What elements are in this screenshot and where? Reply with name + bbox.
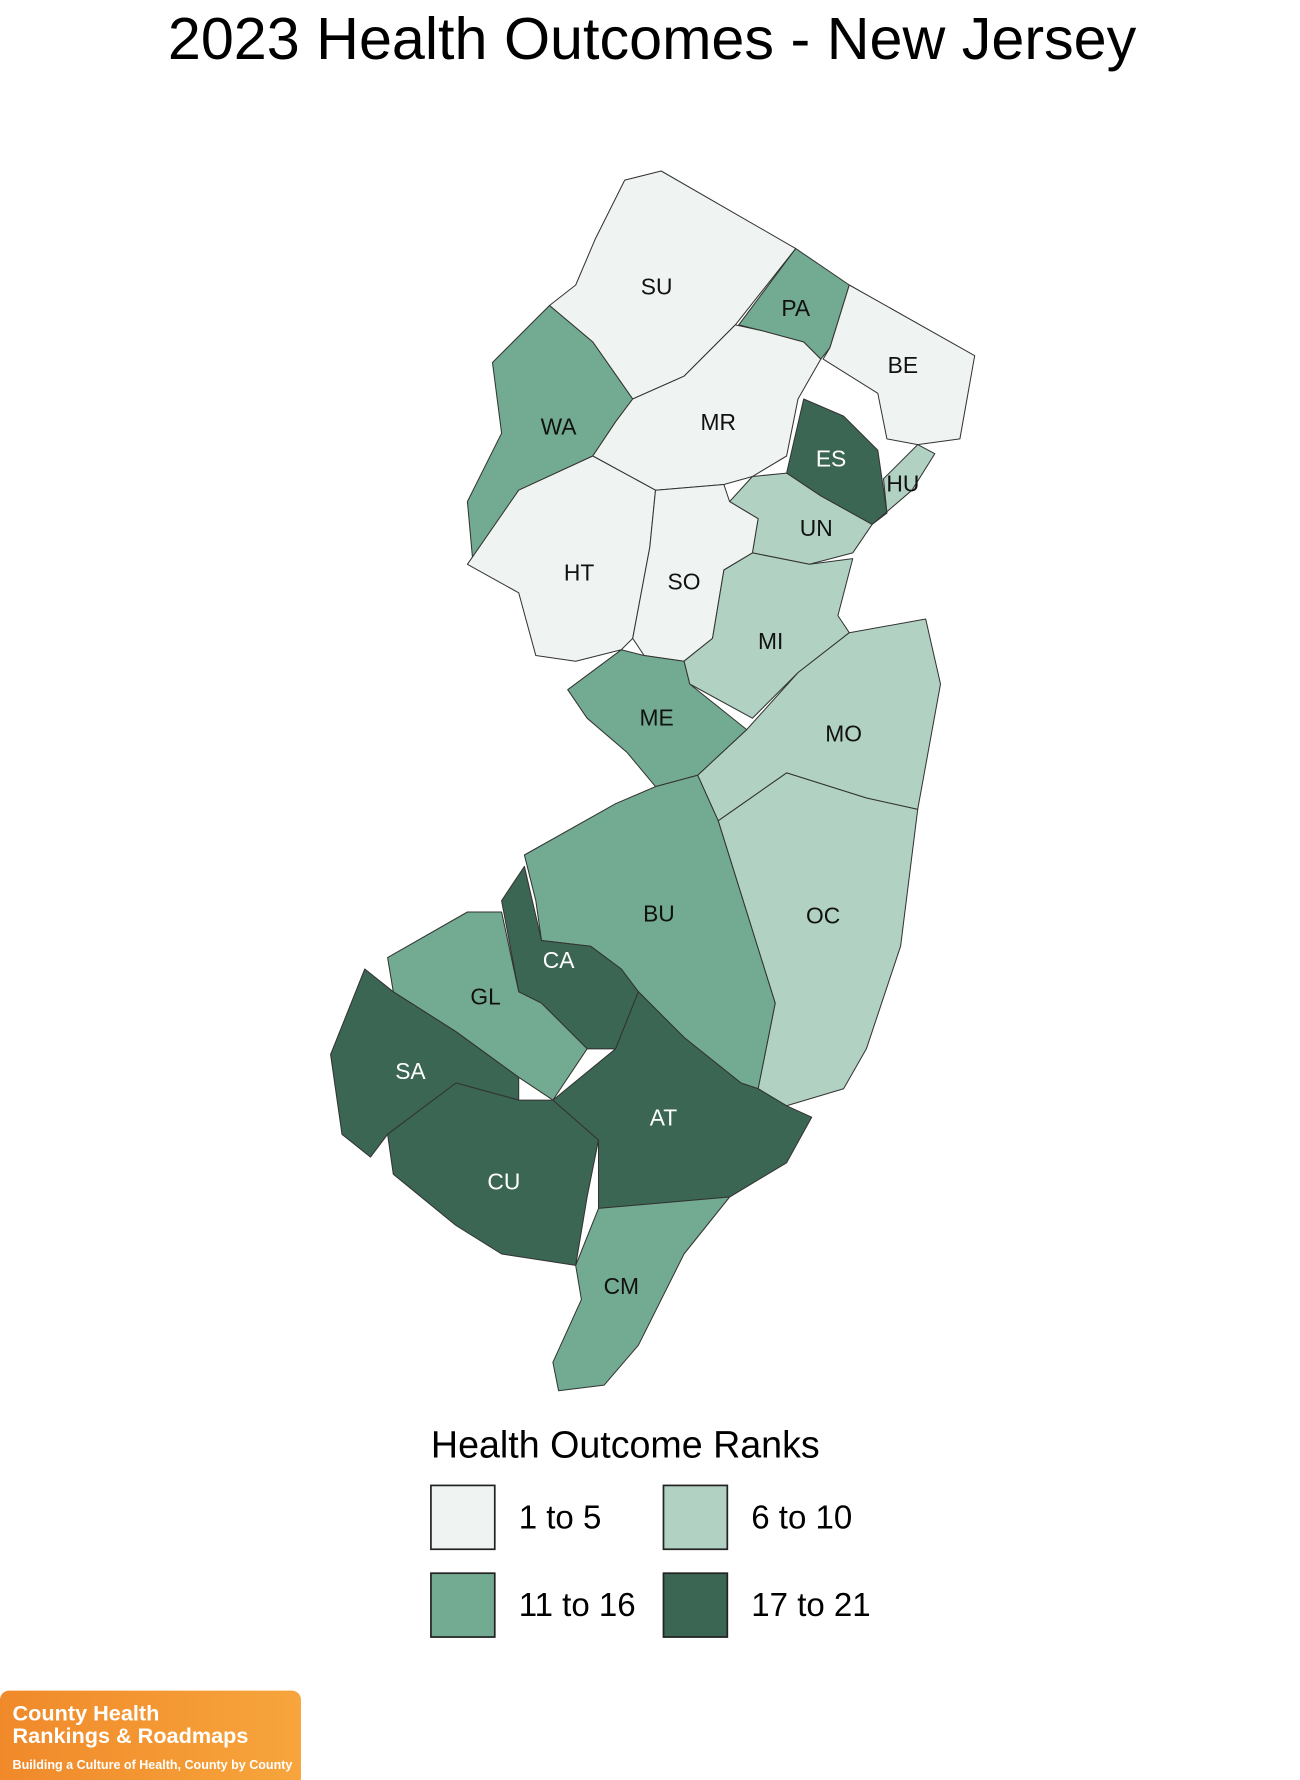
county-label: CU <box>487 1168 520 1194</box>
county-label: UN <box>800 515 833 541</box>
legend-label: 6 to 10 <box>751 1499 852 1536</box>
county <box>387 1082 600 1266</box>
logo: County Health Rankings & Roadmaps Buildi… <box>0 1690 301 1780</box>
county-label: CA <box>543 947 575 973</box>
county-label: MR <box>700 409 735 435</box>
county <box>683 552 854 719</box>
county <box>592 324 822 491</box>
legend-swatch <box>662 1572 729 1638</box>
county-label: HU <box>886 471 919 497</box>
legend-label: 11 to 16 <box>519 1587 636 1624</box>
legend-swatch <box>662 1484 729 1551</box>
county-label: BE <box>888 352 918 378</box>
county <box>822 284 976 446</box>
map-content: 2023 Health Outcomes - New Jersey <box>0 5 1137 1780</box>
logo-badge <box>0 1690 301 1780</box>
legend-swatch <box>430 1572 496 1638</box>
legend: Health Outcome Ranks 1 to 5 6 to 10 11 to … <box>430 1424 871 1638</box>
legend-label: 17 to 21 <box>751 1587 870 1624</box>
county-label: BU <box>643 900 675 926</box>
title: 2023 Health Outcomes - New Jersey <box>168 5 1137 72</box>
county-label: MI <box>758 628 783 654</box>
county-label: OC <box>806 903 840 929</box>
logo-text: Rankings & Roadmaps <box>13 1723 249 1748</box>
county-label: AT <box>650 1104 678 1130</box>
county-label: HT <box>564 560 594 586</box>
legend-items: 1 to 5 6 to 10 11 to 16 17 to 21 <box>430 1484 871 1638</box>
logo-tagline: Building a Culture of Health, County by … <box>13 1758 293 1772</box>
county-labels: SU PA BE WA MR ES HU UN HT SO MI MO ME O… <box>395 273 919 1299</box>
county-label: PA <box>781 295 811 321</box>
county-label: CM <box>604 1273 639 1299</box>
county-label: SO <box>668 569 701 595</box>
county-label: MO <box>825 720 862 746</box>
legend-swatch <box>430 1484 496 1551</box>
county-label: ES <box>816 446 846 472</box>
legend-title: Health Outcome Ranks <box>431 1424 820 1466</box>
logo-text: County Health <box>13 1700 160 1725</box>
county-label: GL <box>470 984 500 1010</box>
county-label: SU <box>641 273 673 299</box>
county-label: SA <box>395 1058 426 1084</box>
legend-label: 1 to 5 <box>519 1499 602 1536</box>
county <box>552 1196 731 1392</box>
state-map <box>330 170 976 1392</box>
county-label: WA <box>541 414 578 440</box>
county-label: ME <box>640 704 674 730</box>
